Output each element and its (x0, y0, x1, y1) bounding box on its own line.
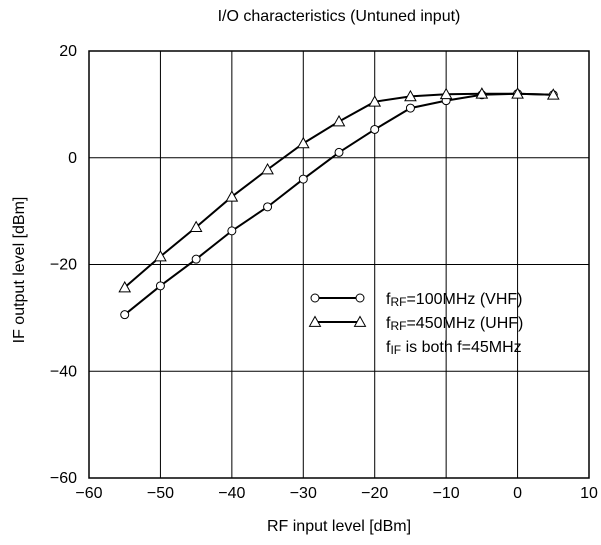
legend-marker-circle (355, 293, 365, 303)
x-tick-label: −50 (147, 485, 174, 502)
data-point-circle (227, 226, 237, 236)
data-point-triangle (368, 95, 382, 107)
x-tick-label: −60 (75, 485, 102, 502)
x-tick-label: −40 (218, 485, 245, 502)
series-line-circle (124, 92, 554, 316)
data-point-triangle (296, 136, 310, 149)
data-point-triangle (189, 220, 203, 233)
data-point-triangle (332, 114, 346, 127)
data-point-triangle (154, 249, 167, 262)
data-point-circle (191, 254, 201, 264)
legend-label: fRF=100MHz (VHF) (386, 291, 522, 309)
y-tick-label: 20 (59, 43, 77, 60)
y-tick-label: −40 (50, 363, 77, 380)
x-tick-label: −10 (433, 485, 460, 502)
data-point-triangle (475, 87, 489, 99)
data-point-triangle (404, 89, 417, 102)
x-tick-label: −30 (290, 485, 317, 502)
y-tick-label: −20 (50, 257, 77, 274)
data-point-triangle (118, 280, 132, 293)
legend-label: fRF=450MHz (UHF) (386, 315, 523, 333)
y-tick-label: 0 (68, 150, 77, 167)
data-point-circle (370, 124, 380, 134)
data-point-circle (120, 310, 130, 320)
data-point-circle (155, 281, 165, 291)
legend-marker-triangle (353, 315, 367, 327)
data-point-circle (334, 147, 344, 157)
data-point-triangle (546, 88, 560, 100)
y-tick-label: −60 (50, 470, 77, 487)
data-point-triangle (511, 87, 524, 99)
x-tick-label: 10 (580, 485, 598, 502)
legend-marker-triangle (308, 315, 322, 327)
data-point-circle (298, 174, 308, 184)
data-point-circle (263, 202, 273, 212)
x-axis-label: RF input level [dBm] (266, 518, 412, 535)
data-point-triangle (261, 162, 274, 175)
data-point-circle (405, 103, 415, 113)
plot-area (88, 50, 590, 479)
x-tick-label: −20 (361, 485, 388, 502)
legend-marker-circle (310, 293, 320, 303)
x-tick-label: 0 (513, 485, 522, 502)
legend-note: fIF is both f=45MHz (386, 339, 522, 357)
data-point-triangle (439, 87, 453, 100)
data-point-triangle (225, 190, 239, 202)
chart-title: I/O characteristics (Untuned input) (217, 8, 461, 25)
